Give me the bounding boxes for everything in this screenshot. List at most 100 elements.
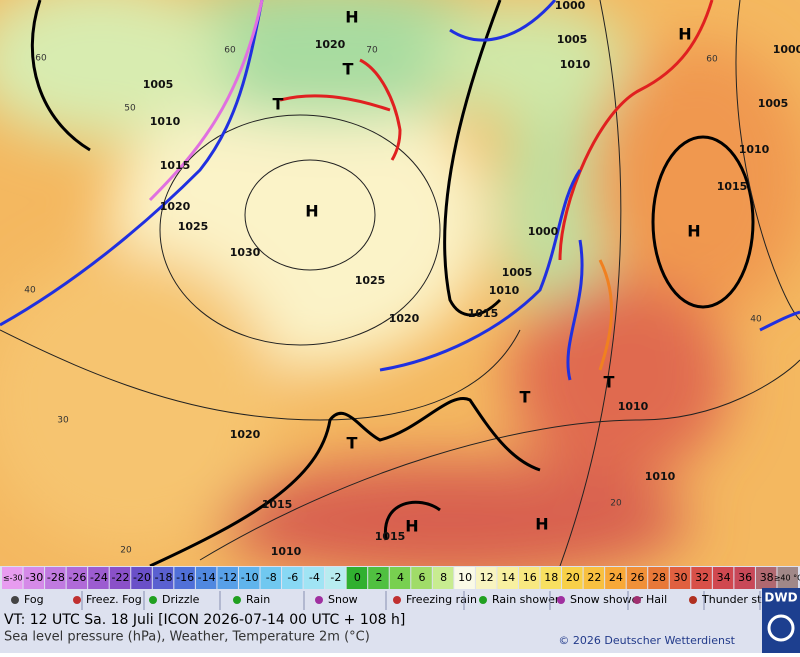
weather-label: Drizzle (162, 593, 200, 606)
scale-cell (346, 567, 368, 589)
scale-label: -22 (111, 571, 129, 584)
pressure-system: T (273, 95, 284, 114)
weather-symbol (11, 596, 19, 604)
pressure-system: T (347, 434, 358, 453)
pressure-system: T (520, 388, 531, 407)
scale-cell (109, 567, 131, 589)
pressure-label: 1010 (560, 58, 591, 71)
scale-cell (518, 567, 540, 589)
scale-label: 32 (695, 571, 709, 584)
pressure-label: 1020 (315, 38, 346, 51)
scale-label: 2 (375, 571, 382, 584)
scale-label: -12 (219, 571, 237, 584)
pressure-label: 1000 (555, 0, 586, 12)
scale-cell (152, 567, 174, 589)
scale-label: 34 (717, 571, 731, 584)
weather-label: Hail (646, 593, 667, 606)
scale-cell (454, 567, 475, 589)
weather-label: Snow (328, 593, 358, 606)
weather-symbol (557, 596, 565, 604)
pressure-system: H (687, 222, 700, 241)
weather-label: Freezing rain (406, 593, 477, 606)
scale-cell (2, 567, 23, 589)
scale-label: 0 (354, 571, 361, 584)
isotherm-label: 40 (750, 315, 762, 325)
logo: DWD (764, 591, 797, 605)
isotherm-label: 30 (57, 416, 69, 426)
scale-label: -18 (155, 571, 173, 584)
copyright: © 2026 Deutscher Wetterdienst (558, 634, 735, 647)
scale-cell (88, 567, 109, 589)
isotherm-label: 20 (120, 546, 132, 556)
scale-label: -24 (90, 571, 108, 584)
fronts (0, 0, 800, 381)
scale-cell (497, 567, 518, 589)
pressure-label: 1010 (271, 545, 302, 558)
scale-label: 36 (738, 571, 752, 584)
weather-label: Freez. Fog (86, 593, 142, 606)
scale-cell (389, 567, 411, 589)
weather-symbol (315, 596, 323, 604)
scale-cell (755, 567, 777, 589)
weather-label: Rain shower (492, 593, 560, 606)
isotherm-label: 40 (24, 286, 36, 296)
pressure-label: 1025 (178, 220, 209, 233)
scale-cell (238, 567, 260, 589)
pressure-label: 1025 (355, 274, 386, 287)
weather-symbol (689, 596, 697, 604)
pressure-label: 1015 (468, 307, 499, 320)
pressure-label: 1010 (618, 400, 649, 413)
weather-symbol (479, 596, 487, 604)
scale-label: -28 (47, 571, 65, 584)
pressure-system: T (604, 373, 615, 392)
scale-label: 10 (458, 571, 472, 584)
logo-box (762, 588, 800, 653)
scale-cell (282, 567, 303, 589)
scale-cell (669, 567, 691, 589)
pressure-system: H (345, 8, 358, 27)
scale-cell (131, 567, 152, 589)
pressure-label: 1005 (758, 97, 789, 110)
scale-label: -2 (330, 571, 341, 584)
pressure-system: H (405, 517, 418, 536)
pressure-label: 1015 (160, 159, 191, 172)
scale-cell (23, 567, 45, 589)
logo-mark (767, 614, 795, 642)
pressure-label: 1015 (375, 530, 406, 543)
scale-cell (562, 567, 583, 589)
weather-label: Fog (24, 593, 44, 606)
pressure-label: 1005 (502, 266, 533, 279)
scale-label: 8 (440, 571, 447, 584)
scale-label: 28 (652, 571, 666, 584)
pressure-label: 1015 (262, 498, 293, 511)
scale-cell (325, 567, 346, 589)
pressure-label: 1010 (150, 115, 181, 128)
scale-label: -4 (309, 571, 320, 584)
description: Sea level pressure (hPa), Weather, Tempe… (4, 630, 370, 645)
weather-symbol (73, 596, 81, 604)
scale-label: 20 (566, 571, 580, 584)
pressure-label: 1010 (645, 470, 676, 483)
isotherm-label: 20 (610, 499, 622, 509)
scale-label: 30 (674, 571, 688, 584)
scale-cell (66, 567, 88, 589)
scale-label: 18 (544, 571, 558, 584)
scale-label: 24 (609, 571, 623, 584)
scale-label: 12 (480, 571, 494, 584)
scale-cell (583, 567, 605, 589)
scale-cell (734, 567, 755, 589)
scale-label: ≤-30 (3, 574, 23, 583)
pressure-label: 1005 (143, 78, 174, 91)
scale-cell (432, 567, 454, 589)
scale-label: -14 (198, 571, 216, 584)
valid-time: VT: 12 UTC Sa. 18 Juli [ICON 2026-07-14 … (4, 612, 405, 628)
pressure-label: 1020 (230, 428, 261, 441)
scale-cell (303, 567, 325, 589)
scale-cell (217, 567, 238, 589)
isotherm-label: 60 (35, 54, 47, 64)
pressure-system: H (305, 202, 318, 221)
scale-label: 14 (501, 571, 515, 584)
scale-label: -20 (133, 571, 151, 584)
scale-cell (540, 567, 562, 589)
pressure-label: 1020 (389, 312, 420, 325)
